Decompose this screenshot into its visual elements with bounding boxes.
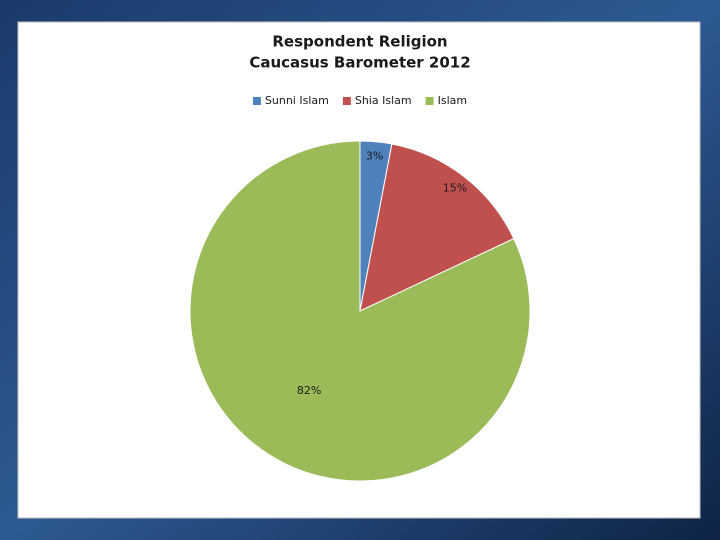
data-label: 3%	[366, 150, 383, 163]
pie-slice	[189, 140, 531, 482]
data-label: 82%	[297, 384, 321, 397]
legend: Sunni Islam Shia Islam Islam	[252, 94, 468, 107]
chart-title: Respondent Religion	[272, 33, 447, 51]
legend-swatch	[252, 97, 261, 105]
data-label: 15%	[443, 182, 467, 195]
legend-label: Islam	[438, 94, 468, 107]
pie: 3% 15% 82%	[189, 140, 531, 482]
legend-label: Shia Islam	[355, 94, 412, 107]
pie-slice	[359, 143, 515, 312]
legend-swatch	[342, 97, 351, 105]
legend-label: Sunni Islam	[265, 94, 329, 107]
chart-subtitle: Caucasus Barometer 2012	[249, 54, 470, 72]
legend-swatch	[425, 97, 434, 105]
